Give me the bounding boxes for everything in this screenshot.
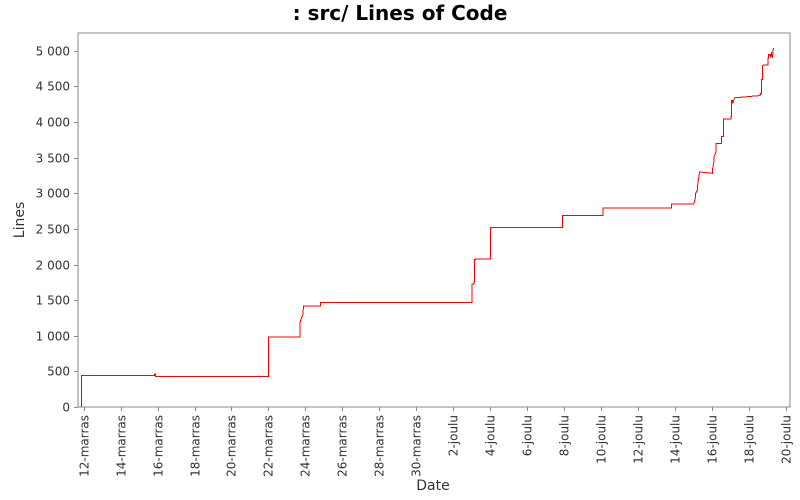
- chart-title: : src/ Lines of Code: [293, 1, 508, 25]
- x-axis-label: Date: [416, 478, 449, 494]
- x-tick-label: 20-marras: [225, 415, 239, 477]
- x-tick-label: 30-marras: [410, 415, 424, 477]
- x-tick-label: 28-marras: [373, 415, 387, 477]
- y-tick-label: 4 000: [36, 116, 70, 130]
- x-tick-label: 18-marras: [189, 415, 203, 477]
- x-tick-label: 26-marras: [336, 415, 350, 477]
- y-axis-label: Lines: [12, 202, 28, 238]
- x-tick-label: 14-joulu: [669, 415, 683, 464]
- x-tick-label: 16-joulu: [706, 415, 720, 464]
- x-axis: 12-marras 14-marras 16-marras 18-marras 20-m…: [78, 407, 794, 477]
- x-tick-label: 20-joulu: [780, 415, 794, 464]
- y-tick-label: 1 000: [36, 330, 70, 344]
- y-tick-label: 2 500: [36, 223, 70, 237]
- x-tick-label: 16-marras: [152, 415, 166, 477]
- series-line: [81, 47, 774, 407]
- x-tick-label: 6-joulu: [521, 415, 535, 456]
- y-tick-label: 5 000: [36, 45, 70, 59]
- y-tick-label: 500: [47, 365, 70, 379]
- x-tick-label: 2-joulu: [447, 415, 461, 456]
- x-tick-label: 24-marras: [299, 415, 313, 477]
- x-tick-label: 18-joulu: [743, 415, 757, 464]
- x-tick-label: 14-marras: [115, 415, 129, 477]
- y-tick-label: 1 500: [36, 294, 70, 308]
- x-tick-label: 12-marras: [78, 415, 92, 477]
- y-tick-label: 4 500: [36, 80, 70, 94]
- y-tick-label: 2 000: [36, 259, 70, 273]
- x-tick-label: 22-marras: [262, 415, 276, 477]
- y-tick-label: 0: [62, 401, 70, 415]
- y-axis: 0 500 1 000 1 500 2 000 2 500 3 000 3 500 4 000 4…: [36, 45, 78, 415]
- x-tick-label: 12-joulu: [632, 415, 646, 464]
- x-tick-label: 4-joulu: [484, 415, 498, 456]
- x-tick-label: 10-joulu: [595, 415, 609, 464]
- y-tick-label: 3 500: [36, 152, 70, 166]
- x-tick-label: 8-joulu: [558, 415, 572, 456]
- plot-area: [77, 32, 791, 408]
- y-tick-label: 3 000: [36, 187, 70, 201]
